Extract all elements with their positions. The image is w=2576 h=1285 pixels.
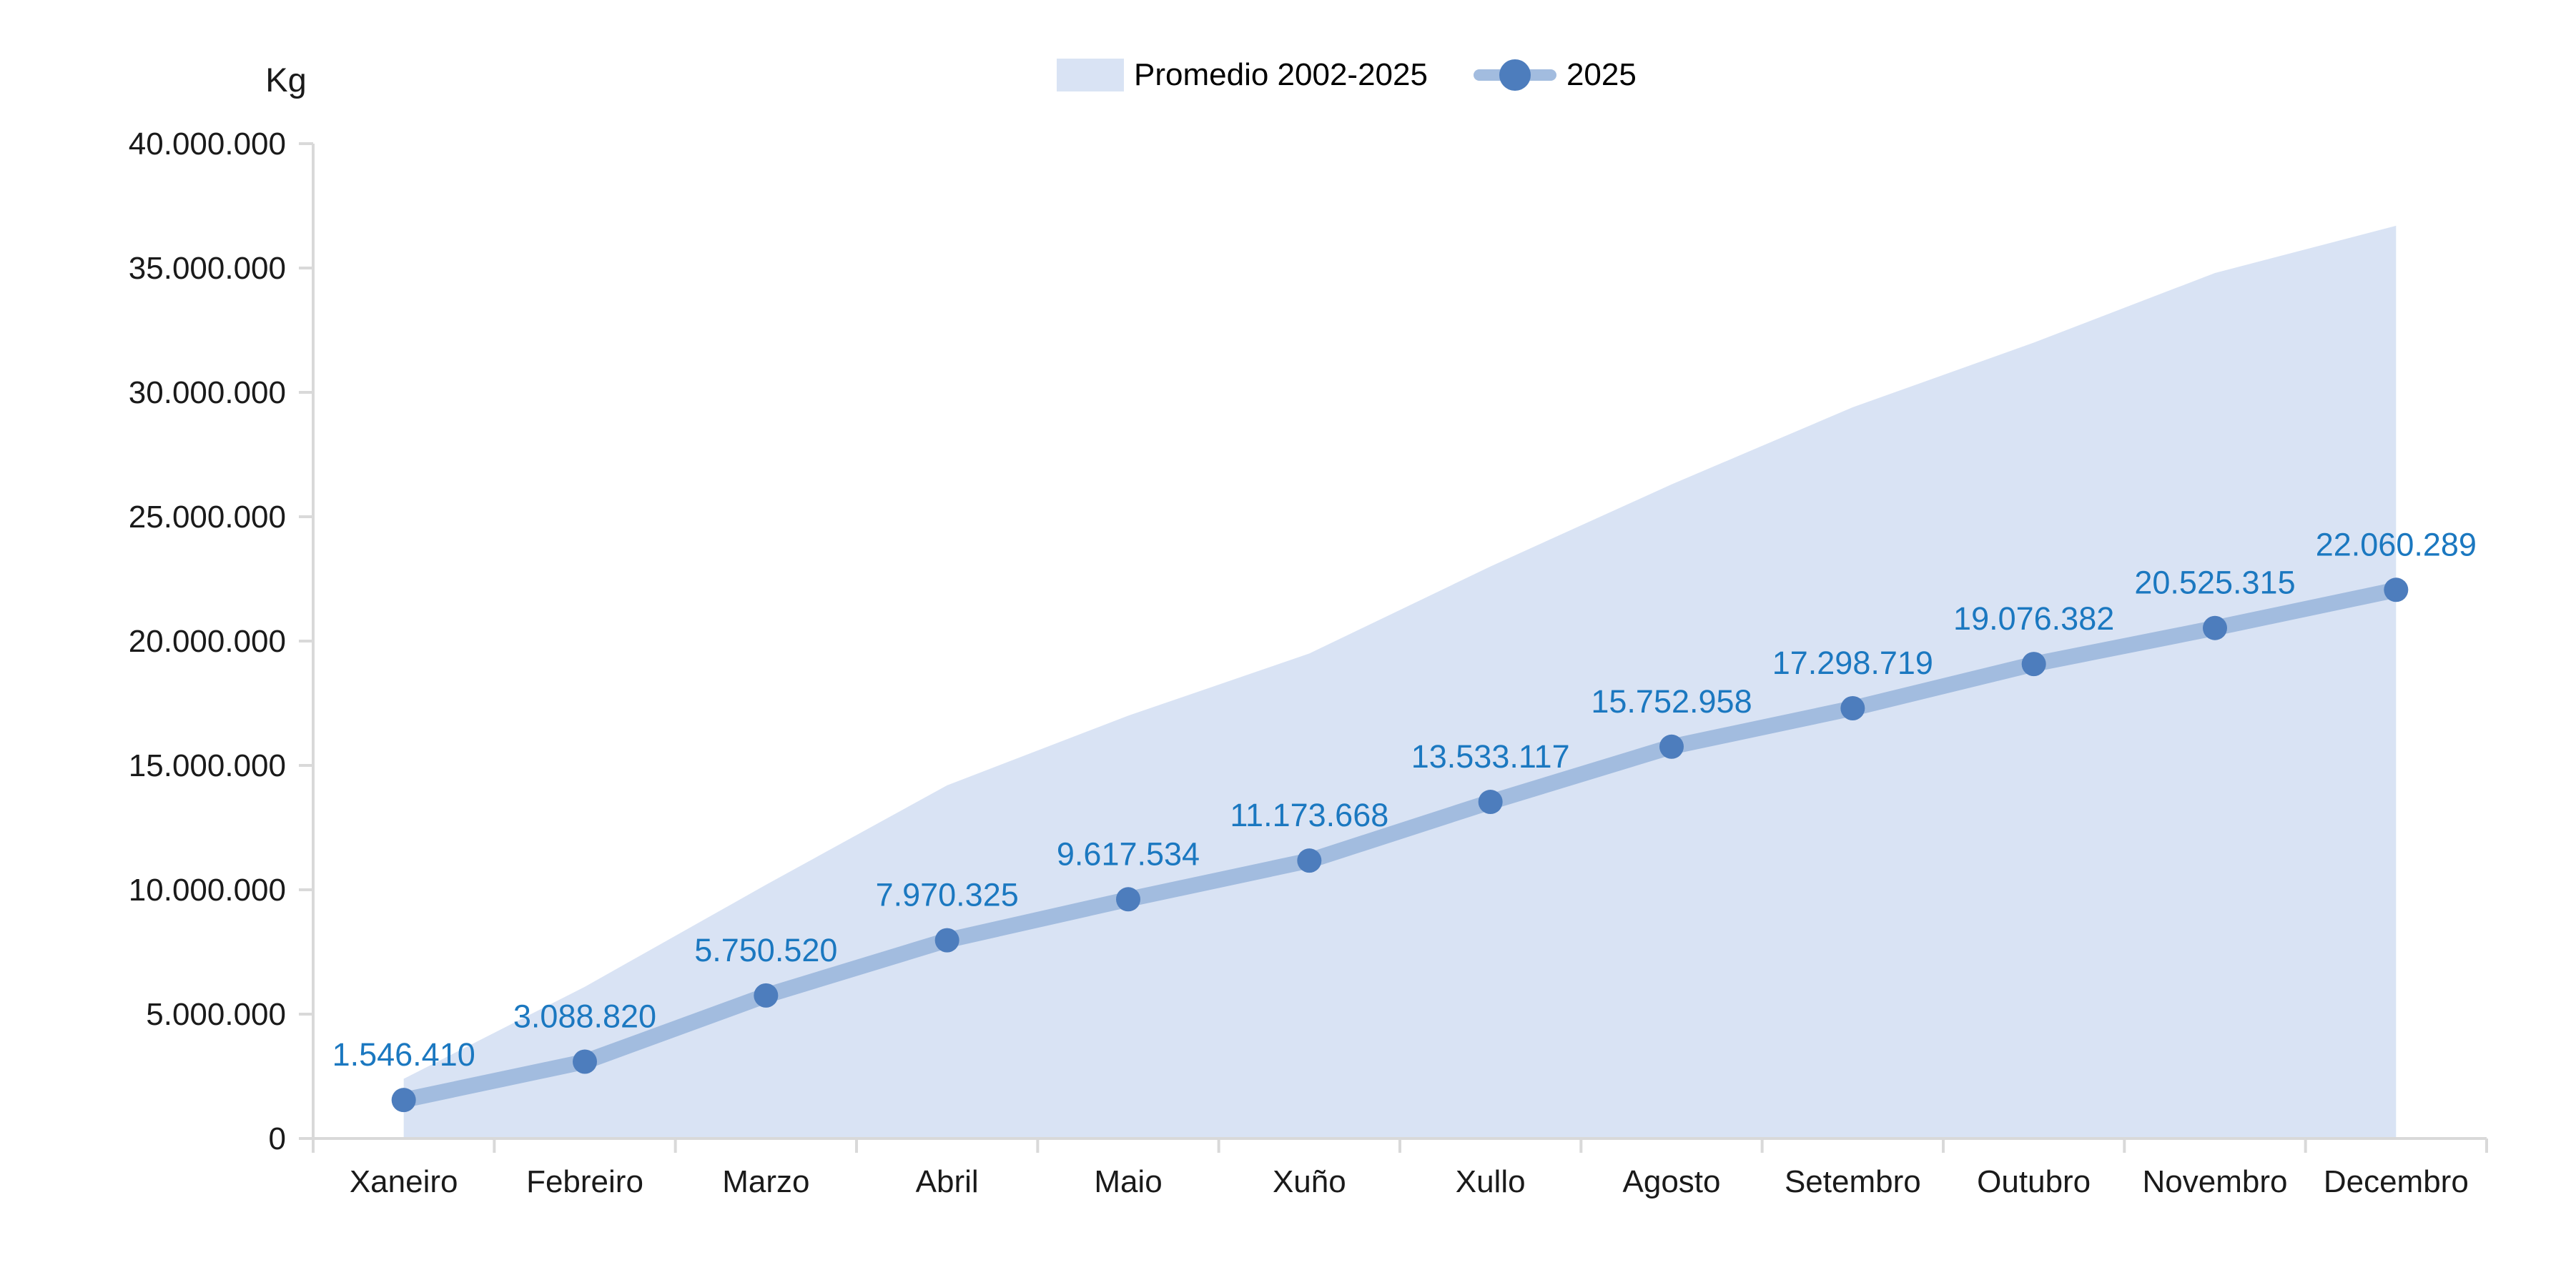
y-tick-label: 10.000.000 [129,873,286,908]
data-point-marker [934,928,959,953]
legend-item-promedio: Promedio 2002-2025 [1057,57,1428,93]
legend: Promedio 2002-2025 2025 [1057,57,1637,93]
x-tick-label: Febreiro [526,1164,643,1199]
x-tick-label: Xuño [1273,1164,1346,1199]
y-tick-label: 20.000.000 [129,624,286,659]
data-label: 13.533.117 [1411,738,1570,775]
data-point-marker [2021,652,2046,677]
data-label: 7.970.325 [876,877,1019,913]
x-tick-label: Novembro [2143,1164,2288,1199]
y-tick-label: 0 [269,1121,286,1156]
data-label: 20.525.315 [2134,565,2295,601]
data-label: 11.173.668 [1230,797,1388,833]
data-point-marker [2203,615,2227,640]
y-tick-label: 5.000.000 [146,997,286,1032]
data-label: 15.752.958 [1591,683,1752,720]
legend-marker-dot [1499,59,1531,91]
x-tick-label: Setembro [1785,1164,1921,1199]
y-tick-label: 40.000.000 [129,126,286,162]
data-label: 5.750.520 [694,932,837,968]
legend-label-2025: 2025 [1566,57,1637,92]
y-axis-unit-label: Kg [265,61,307,99]
data-point-marker [1840,696,1865,721]
legend-item-2025: 2025 [1473,57,1637,93]
data-label: 9.617.534 [1057,835,1200,872]
x-tick-label: Outubro [1977,1164,2091,1199]
x-tick-label: Xaneiro [350,1164,458,1199]
area-series-promedio [403,225,2397,1139]
data-point-marker [573,1049,597,1074]
data-point-marker [1478,790,1503,815]
data-label: 1.546.410 [332,1036,475,1073]
x-tick-label: Marzo [722,1164,809,1199]
data-label: 17.298.719 [1772,645,1933,681]
data-point-marker [754,983,779,1008]
y-tick-label: 25.000.000 [129,500,286,535]
x-tick-label: Agosto [1623,1164,1721,1199]
line-marker-swatch-icon [1473,58,1556,92]
y-tick-label: 30.000.000 [129,375,286,410]
data-point-marker [1659,734,1684,759]
x-tick-label: Xullo [1456,1164,1526,1199]
data-point-marker [1297,848,1322,873]
y-tick-label: 15.000.000 [129,748,286,783]
legend-label-promedio: Promedio 2002-2025 [1134,57,1428,92]
data-label: 22.060.289 [2316,526,2477,562]
line-series-2025 [395,582,2404,1108]
x-tick-label: Decembro [2324,1164,2469,1199]
area-swatch-icon [1057,59,1124,91]
data-label: 19.076.382 [1953,600,2114,637]
data-point-marker [2384,577,2409,602]
data-label: 3.088.820 [513,998,656,1035]
data-point-marker [391,1088,416,1113]
x-tick-label: Abril [916,1164,979,1199]
x-tick-label: Maio [1094,1164,1162,1199]
data-point-marker [1116,887,1140,912]
y-tick-label: 35.000.000 [129,251,286,286]
